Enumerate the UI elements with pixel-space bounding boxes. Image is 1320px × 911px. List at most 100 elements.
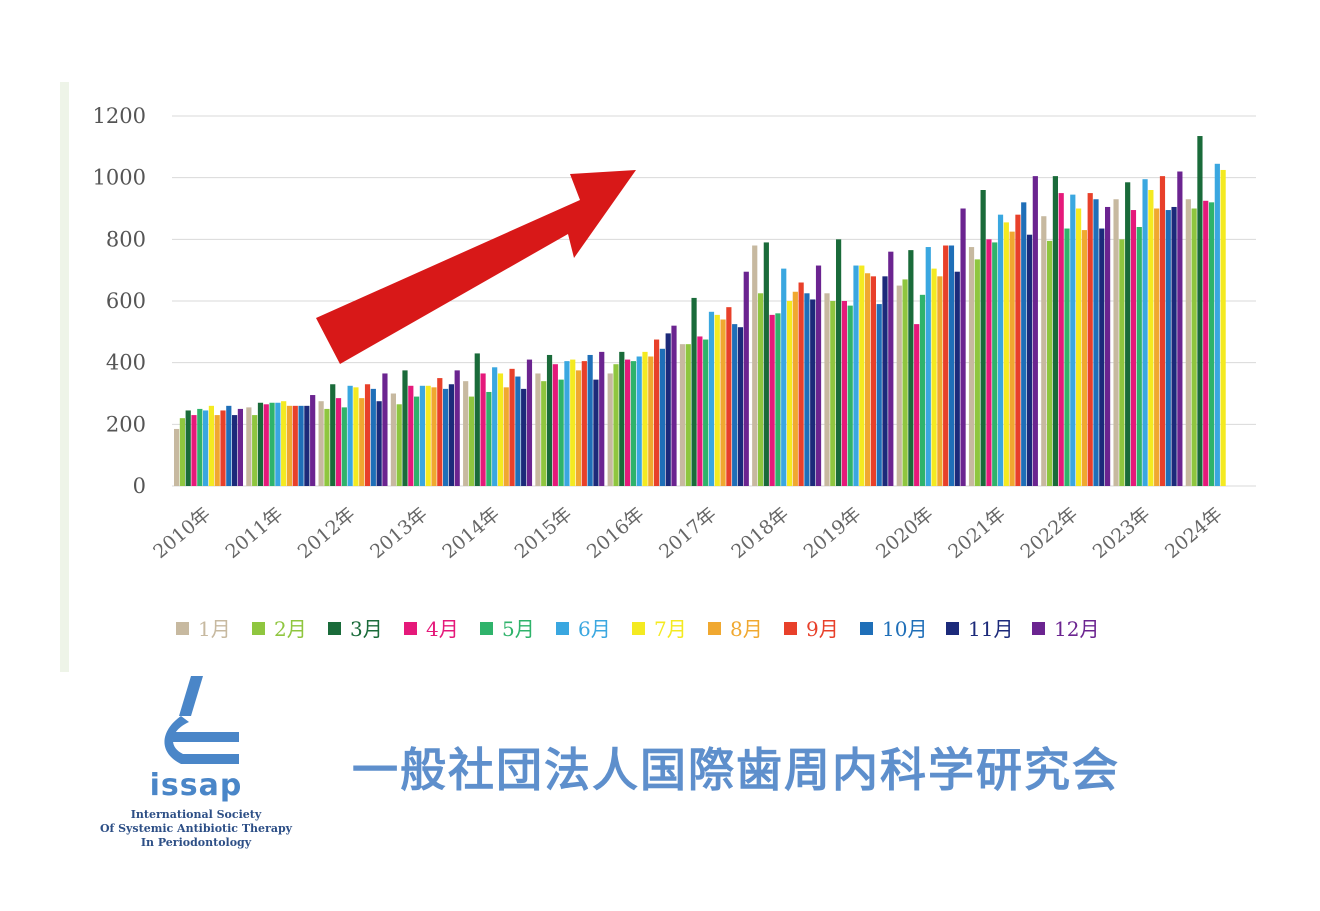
bar <box>599 351 605 486</box>
bar <box>619 351 625 486</box>
bar <box>1185 199 1191 486</box>
bar <box>997 214 1004 486</box>
x-tick-label: 2013年 <box>366 503 432 563</box>
bar <box>341 407 347 486</box>
bar <box>232 415 238 486</box>
bar <box>237 408 243 486</box>
bar <box>1177 171 1183 486</box>
bar <box>414 396 420 486</box>
bar <box>480 373 486 486</box>
bar <box>191 415 197 486</box>
bar <box>292 405 298 486</box>
bar <box>376 401 382 486</box>
legend-swatch <box>708 622 721 635</box>
legend-label: 3月 <box>350 617 383 641</box>
legend-label: 12月 <box>1054 617 1099 641</box>
bar-chart: 0 200 400 600 800 1000 1200 2010年 2011年 2012年 2013… <box>93 104 1256 641</box>
bar <box>330 384 336 486</box>
bar <box>535 373 541 486</box>
organization-name: 一般社団法人国際歯周内科学研究会 <box>352 743 1120 797</box>
bar <box>896 285 902 486</box>
legend-label: 6月 <box>578 617 611 641</box>
bar <box>925 247 931 486</box>
bar <box>648 356 654 486</box>
bar <box>902 279 908 486</box>
bar <box>1105 206 1111 486</box>
bar <box>937 276 943 486</box>
bar <box>1113 199 1119 486</box>
bar <box>919 294 926 486</box>
bar <box>810 299 816 486</box>
bar <box>304 405 310 486</box>
bar <box>1047 240 1053 486</box>
x-tick-label: 2017年 <box>655 503 721 563</box>
bar <box>581 361 587 486</box>
bar <box>370 388 376 486</box>
x-tick-label: 2023年 <box>1089 503 1155 563</box>
bar <box>792 291 798 486</box>
logo-line-2: Of Systemic Antibiotic Therapy <box>99 822 293 835</box>
bar <box>197 408 203 486</box>
bar <box>853 265 859 486</box>
bar <box>697 336 703 486</box>
bar <box>876 304 882 486</box>
bar <box>1159 176 1166 486</box>
bar <box>1058 193 1064 486</box>
bar <box>1119 239 1125 486</box>
bar <box>974 259 980 486</box>
bar <box>1064 228 1070 486</box>
bar <box>269 402 275 486</box>
y-tick-label: 800 <box>106 227 146 251</box>
bar <box>1203 200 1209 486</box>
bar <box>515 376 521 486</box>
bar <box>726 307 732 486</box>
bar <box>830 301 836 486</box>
legend-label: 8月 <box>730 617 763 641</box>
legend-swatch <box>784 622 797 635</box>
y-tick-label: 200 <box>106 412 146 436</box>
bar <box>775 313 781 486</box>
bar <box>908 250 914 486</box>
bar <box>1220 169 1226 486</box>
y-tick-label: 400 <box>106 351 146 375</box>
bar <box>226 405 232 486</box>
bar <box>781 268 787 486</box>
bar <box>1076 208 1082 486</box>
bar <box>732 324 738 486</box>
bar <box>353 387 359 486</box>
legend-label: 9月 <box>806 617 839 641</box>
bar <box>174 428 180 486</box>
bar <box>847 305 853 486</box>
legend-label: 5月 <box>502 617 535 641</box>
bar <box>1021 202 1027 486</box>
bar <box>1052 176 1058 486</box>
bar <box>769 314 775 486</box>
bar <box>720 319 726 486</box>
bar <box>841 301 847 486</box>
bar <box>1148 190 1154 486</box>
bar <box>824 293 830 486</box>
bar <box>798 282 804 486</box>
bar <box>546 354 553 486</box>
bar <box>659 348 665 486</box>
x-tick-label: 2024年 <box>1161 503 1227 563</box>
bar <box>454 370 460 486</box>
bar <box>763 242 769 486</box>
bar <box>408 385 414 486</box>
y-tick-label: 0 <box>133 474 146 498</box>
bar <box>179 418 185 486</box>
bar <box>859 265 865 486</box>
bar <box>737 327 744 486</box>
bar <box>203 410 209 486</box>
bar <box>815 265 822 486</box>
bar <box>714 314 720 486</box>
bar <box>463 381 469 486</box>
x-tick-label: 2014年 <box>438 503 504 563</box>
bar <box>1032 176 1038 486</box>
x-tick-label: 2018年 <box>727 503 793 563</box>
bar <box>275 402 281 486</box>
legend-swatch <box>860 622 873 635</box>
legend-swatch <box>404 622 417 635</box>
bar <box>671 325 677 486</box>
chart-side-accent <box>60 82 69 672</box>
